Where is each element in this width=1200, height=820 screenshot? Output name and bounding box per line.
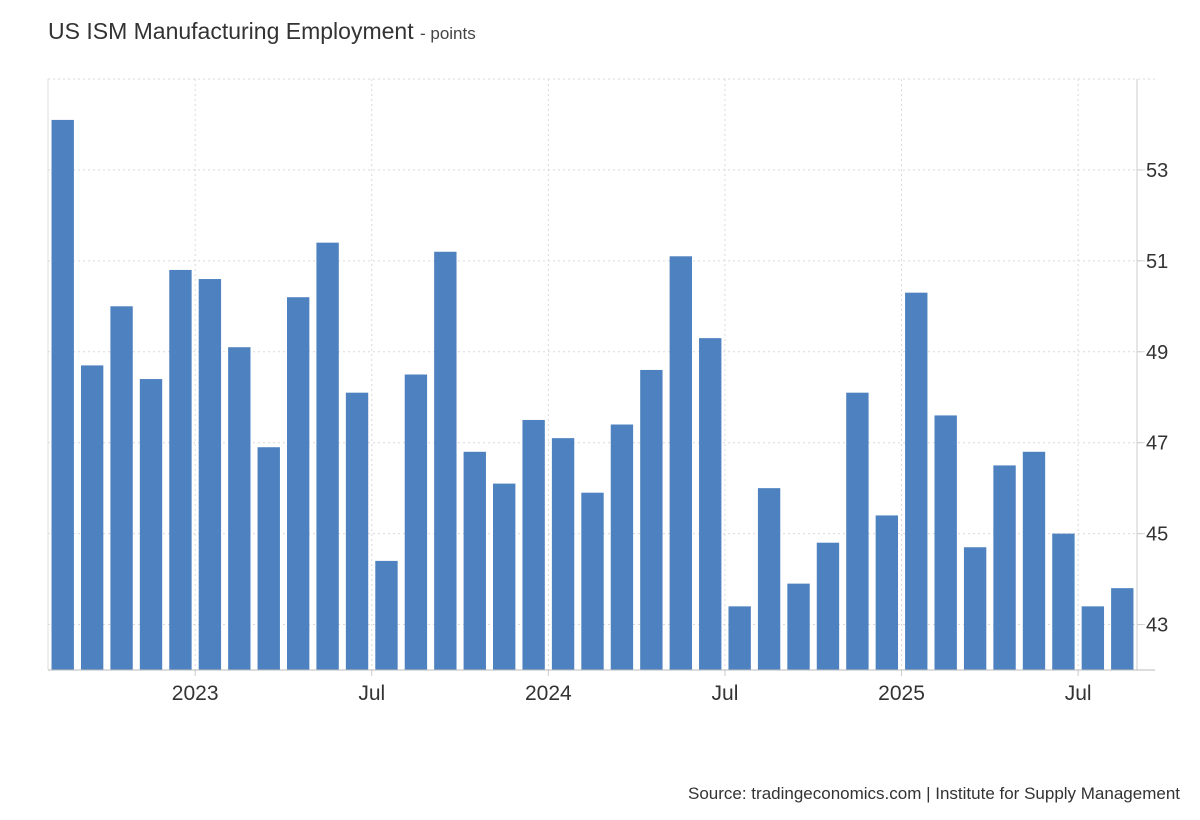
- y-tick-label: 51: [1146, 251, 1168, 273]
- bar: [846, 392, 869, 670]
- bar: [993, 465, 1016, 670]
- bar: [1052, 533, 1075, 670]
- bar: [816, 542, 840, 670]
- bar-series: [51, 119, 1134, 670]
- axes: [47, 79, 1155, 676]
- bar: [728, 606, 751, 670]
- bar: [139, 379, 163, 670]
- bar: [757, 488, 781, 670]
- bar: [51, 119, 74, 670]
- bar: [1111, 588, 1134, 670]
- bar: [463, 451, 486, 670]
- bar: [434, 251, 457, 670]
- bar: [169, 269, 192, 670]
- bar: [404, 374, 428, 670]
- bar: [345, 392, 369, 670]
- y-axis-ticks: 43 45 47 49 51 53: [1146, 160, 1168, 637]
- x-tick-label: Jul: [358, 682, 385, 705]
- chart-title-text: US ISM Manufacturing Employment: [48, 18, 414, 44]
- chart-title: US ISM Manufacturing Employment - points: [48, 18, 476, 45]
- bar: [316, 242, 339, 670]
- bar: [581, 492, 604, 670]
- source-attribution: Source: tradingeconomics.com | Institute…: [688, 784, 1180, 803]
- bar: [80, 365, 104, 670]
- x-tick-label: 2024: [525, 682, 572, 705]
- bar: [1022, 451, 1046, 670]
- x-tick-label: Jul: [1065, 682, 1092, 705]
- bar: [875, 515, 899, 670]
- x-tick-label: 2023: [172, 682, 219, 705]
- bar: [110, 306, 133, 670]
- bar: [905, 292, 928, 670]
- bar: [610, 424, 634, 670]
- bar: [375, 560, 398, 670]
- bar: [493, 483, 516, 670]
- bar: [286, 297, 310, 670]
- x-axis-ticks: 2023 Jul 2024 Jul 2025 Jul: [172, 682, 1092, 705]
- bar: [934, 415, 957, 670]
- y-tick-label: 49: [1146, 342, 1168, 364]
- y-tick-label: 45: [1146, 524, 1168, 546]
- bar: [522, 419, 545, 670]
- bar: [257, 447, 280, 670]
- bar: [669, 256, 692, 670]
- bar: [551, 438, 575, 670]
- x-tick-label: Jul: [712, 682, 739, 705]
- y-tick-label: 43: [1146, 615, 1168, 637]
- bar: [699, 338, 722, 670]
- y-tick-label: 53: [1146, 160, 1168, 182]
- y-tick-label: 47: [1146, 433, 1168, 455]
- bar: [1081, 606, 1105, 670]
- x-tick-label: 2025: [878, 682, 925, 705]
- bar: [198, 279, 222, 670]
- bar: [963, 547, 987, 670]
- chart-unit-label: - points: [419, 24, 476, 43]
- bar: [228, 347, 251, 670]
- gridlines: [48, 78, 1155, 670]
- bar: [640, 369, 663, 670]
- bar: [787, 583, 810, 670]
